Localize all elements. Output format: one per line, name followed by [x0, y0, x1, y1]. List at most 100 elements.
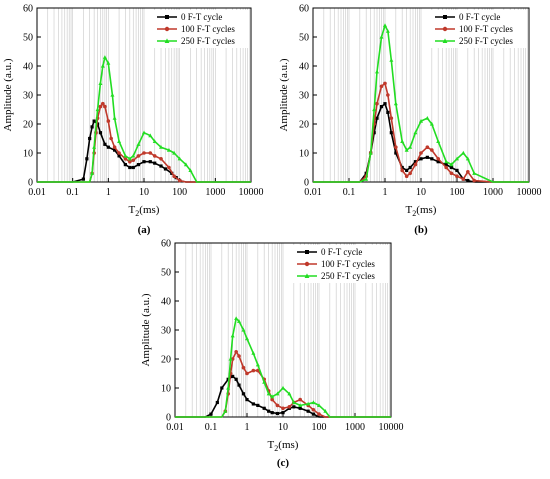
data-point: [389, 131, 393, 135]
data-point: [98, 131, 103, 135]
data-point: [98, 81, 103, 85]
x-tick-label: 100: [312, 422, 327, 433]
data-point: [123, 157, 128, 161]
data-point: [270, 397, 274, 402]
data-point: [159, 157, 163, 161]
data-point: [234, 377, 238, 381]
x-tick-label: 1000: [483, 187, 503, 198]
data-point: [323, 409, 328, 413]
data-point: [394, 145, 398, 149]
data-point: [436, 157, 440, 161]
data-point: [163, 167, 168, 171]
data-point: [226, 385, 231, 390]
y-tick-label: 10: [23, 149, 33, 160]
legend-label: 0 F-T cycle: [321, 247, 362, 257]
data-point: [92, 145, 97, 149]
data-point: [113, 148, 117, 152]
data-point: [166, 147, 171, 152]
legend-label: 100 F-T cycles: [459, 24, 513, 34]
legend-marker: [164, 26, 170, 32]
y-tick-label: 10: [161, 384, 171, 395]
data-point: [148, 160, 152, 164]
x-tick-label: 10: [139, 187, 149, 198]
legend-label: 0 F-T cycle: [181, 12, 222, 22]
y-tick-label: 10: [299, 149, 309, 160]
y-tick-label: 60: [161, 239, 171, 250]
data-point: [177, 178, 182, 183]
data-point: [90, 125, 94, 129]
data-point: [281, 406, 285, 411]
data-point: [386, 110, 390, 114]
data-point: [419, 157, 423, 161]
data-point: [112, 116, 117, 120]
y-tick-label: 50: [299, 33, 309, 44]
data-point: [123, 153, 128, 158]
series-2: [313, 23, 529, 183]
data-point: [251, 351, 256, 355]
series-2: [175, 316, 391, 418]
data-point: [298, 403, 303, 407]
y-tick-label: 30: [23, 91, 33, 102]
legend-label: 100 F-T cycles: [181, 24, 235, 34]
legend: 0 F-T cycle 100 F-T cycles 250 F-T cycles: [293, 245, 389, 283]
x-tick-label: 10: [416, 187, 426, 198]
data-point: [413, 130, 418, 135]
x-tick-label: 10: [278, 422, 288, 433]
y-axis-label: Amplitude (a.u.): [278, 58, 290, 131]
data-point: [311, 407, 316, 412]
data-point: [466, 178, 470, 183]
data-point: [408, 165, 412, 170]
data-point: [142, 151, 146, 155]
data-point: [262, 406, 266, 410]
data-point: [92, 119, 96, 123]
y-tick-label: 40: [23, 62, 33, 73]
data-point: [183, 162, 188, 167]
x-tick-label: 1000: [345, 422, 365, 433]
data-point: [368, 150, 373, 155]
y-axis-label: Amplitude (a.u.): [2, 58, 14, 131]
data-point: [237, 354, 241, 358]
data-point: [234, 349, 238, 354]
y-tick-label: 30: [299, 91, 309, 102]
data-point: [241, 365, 246, 370]
data-point: [128, 159, 132, 164]
data-point: [405, 168, 409, 172]
data-point: [372, 107, 377, 112]
data-point: [298, 397, 302, 402]
data-point: [317, 412, 321, 416]
x-tick-label: 100: [172, 187, 187, 198]
data-point: [455, 156, 459, 161]
data-point: [131, 158, 136, 163]
data-point: [256, 368, 260, 373]
series-line: [175, 317, 391, 418]
x-axis-label: T2(ms): [129, 204, 160, 218]
data-point: [461, 177, 466, 181]
data-point: [188, 168, 193, 172]
data-point: [400, 139, 405, 143]
data-point: [430, 148, 434, 152]
data-point: [159, 145, 164, 149]
data-point: [131, 153, 136, 158]
x-tick-label: 1: [245, 422, 250, 433]
data-point: [100, 63, 105, 68]
data-point: [364, 176, 369, 181]
data-point: [90, 171, 95, 175]
data-point: [393, 101, 398, 106]
data-point: [455, 168, 459, 172]
data-point: [270, 394, 275, 399]
data-point: [102, 55, 107, 59]
data-point: [117, 139, 122, 143]
x-tick-label: 1000: [205, 187, 225, 198]
data-point: [234, 316, 239, 320]
data-point: [287, 405, 292, 409]
y-tick-label: 0: [304, 178, 309, 189]
data-point: [408, 145, 413, 149]
data-point: [425, 155, 429, 159]
data-point: [389, 58, 394, 62]
data-point: [106, 60, 111, 65]
data-point: [95, 107, 100, 112]
y-tick-label: 40: [299, 62, 309, 73]
data-point: [245, 398, 249, 402]
data-point: [379, 84, 384, 89]
x-tick-label: 10000: [379, 422, 404, 433]
